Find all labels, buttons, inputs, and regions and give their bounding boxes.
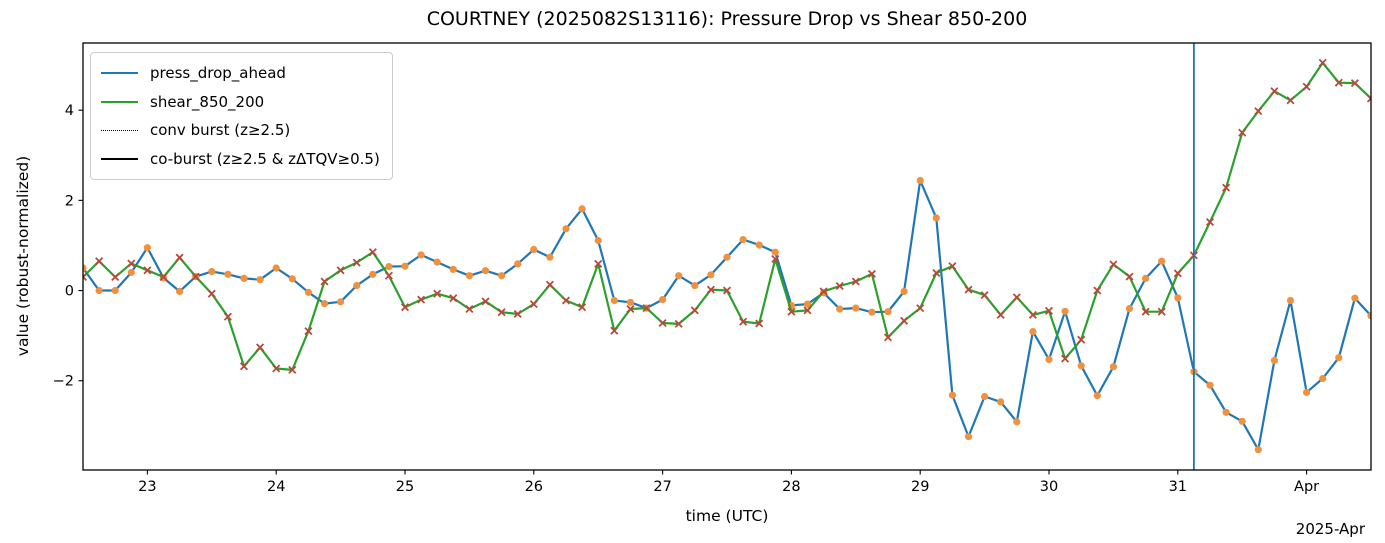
legend-entry: shear_850_200 [101, 88, 380, 117]
plot-frame [82, 42, 1372, 471]
legend-entry-label: co-burst (z≥2.5 & zΔTQV≥0.5) [150, 149, 380, 168]
x-tick-label: 25 [396, 479, 414, 495]
x-tick-label: 24 [267, 479, 285, 495]
press-drop-line [83, 179, 1371, 451]
x-tick-label: 26 [525, 479, 543, 495]
co-burst-markers [83, 58, 1371, 374]
legend-entry-label: press_drop_ahead [150, 64, 286, 83]
y-tick-label: −2 [53, 374, 74, 390]
y-tick-label: 4 [65, 103, 74, 119]
x-tick-label: 23 [138, 479, 156, 495]
x-tick-label: 30 [1040, 479, 1058, 495]
x-tick-label: 31 [1169, 479, 1187, 495]
y-tick-label: 0 [65, 284, 74, 300]
x-tick-label: 27 [653, 479, 671, 495]
legend-entry: press_drop_ahead [101, 59, 380, 88]
legend-line-sample [101, 100, 138, 103]
y-axis-label: value (robust-normalized) [14, 155, 32, 357]
x-tick-label: 28 [782, 479, 800, 495]
legend-line-sample [101, 72, 138, 75]
x-axis: 23 24 25 26 27 28 29 30 31 Apr [138, 470, 1319, 495]
legend-entry: conv burst (z≥2.5) [101, 116, 380, 145]
y-axis: −2 0 2 4 [53, 103, 83, 390]
legend-line-sample [101, 157, 138, 160]
x-tick-label: 29 [911, 479, 929, 495]
legend-entry-label: conv burst (z≥2.5) [150, 121, 291, 140]
chart-title: COURTNEY (2025082S13116): Pressure Drop … [426, 8, 1028, 30]
y-tick-label: 2 [65, 193, 74, 209]
legend-line-sample [101, 129, 138, 131]
legend-entry-label: shear_850_200 [150, 92, 265, 111]
x-tick-label: Apr [1294, 479, 1319, 495]
legend-entry: co-burst (z≥2.5 & zΔTQV≥0.5) [101, 145, 380, 174]
x-axis-offset-text: 2025-Apr [1295, 520, 1365, 538]
x-axis-label: time (UTC) [685, 507, 769, 525]
conv-burst-markers [83, 176, 1371, 454]
